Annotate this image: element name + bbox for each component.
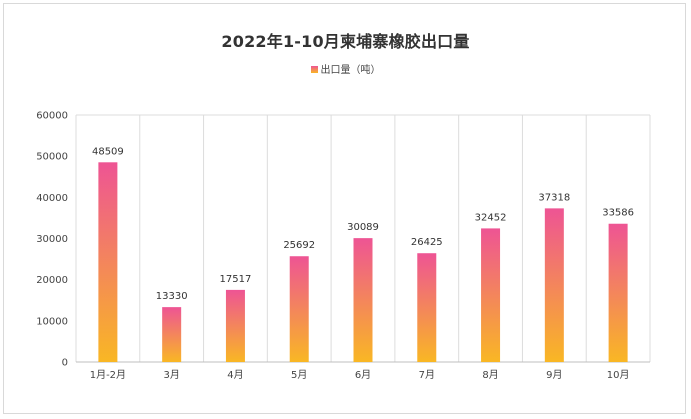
legend[interactable]: 出口量（吨）	[0, 61, 691, 76]
bar	[608, 223, 628, 362]
x-tick-label: 9月	[546, 369, 562, 381]
x-tick-label: 10月	[607, 369, 630, 381]
data-label: 48509	[92, 146, 124, 157]
bar	[289, 256, 309, 362]
x-tick-label: 1月-2月	[90, 369, 126, 381]
y-tick-label: 20000	[36, 275, 68, 286]
data-label: 26425	[411, 237, 443, 248]
data-label: 13330	[156, 291, 188, 302]
data-label: 30089	[347, 222, 379, 233]
x-tick-label: 8月	[482, 369, 498, 381]
y-tick-label: 10000	[36, 316, 68, 327]
data-label: 32452	[475, 212, 507, 223]
x-tick-label: 4月	[227, 369, 243, 381]
x-tick-label: 7月	[419, 369, 435, 381]
bar	[98, 162, 118, 362]
bar	[544, 208, 564, 362]
x-tick-label: 6月	[355, 369, 371, 381]
y-tick-label: 50000	[36, 152, 68, 163]
data-label: 37318	[538, 192, 570, 203]
x-tick-label: 5月	[291, 369, 307, 381]
bar	[353, 238, 373, 362]
legend-swatch	[310, 66, 318, 73]
chart-title: 2022年1-10月柬埔寨橡胶出口量	[221, 32, 470, 51]
data-label: 25692	[283, 240, 315, 251]
x-tick-label: 3月	[163, 369, 179, 381]
y-tick-label: 40000	[36, 193, 68, 204]
data-label: 17517	[220, 274, 252, 285]
bar	[162, 307, 182, 362]
y-tick-label: 30000	[36, 234, 68, 245]
y-tick-label: 60000	[36, 111, 68, 122]
y-tick-label: 0	[62, 358, 68, 369]
bar	[481, 228, 501, 362]
legend-label: 出口量（吨）	[320, 65, 381, 76]
bar	[417, 253, 437, 362]
bar	[225, 289, 245, 362]
data-label: 33586	[602, 208, 634, 219]
